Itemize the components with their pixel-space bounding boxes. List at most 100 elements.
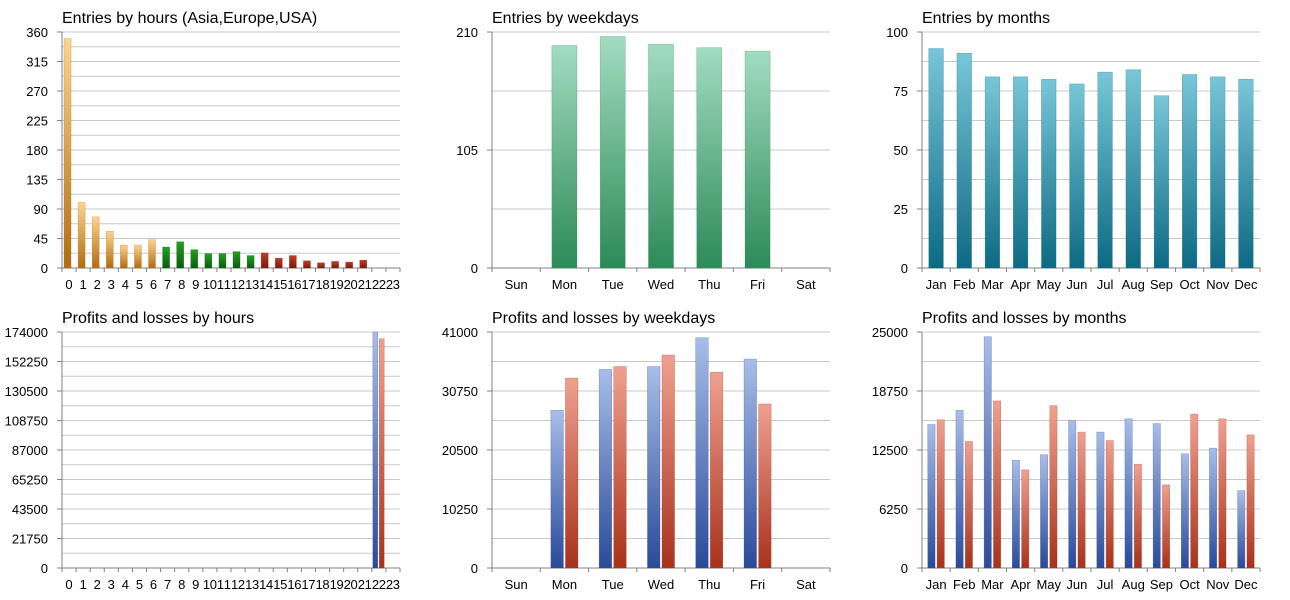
x-tick-label: Jul bbox=[1097, 577, 1114, 592]
bar-profits-Nov bbox=[1209, 447, 1217, 569]
bar-2 bbox=[91, 216, 100, 269]
x-tick-label: 22 bbox=[372, 277, 386, 292]
bar-5 bbox=[134, 244, 142, 269]
y-tick-label: 174000 bbox=[5, 325, 48, 340]
x-tick-label: 6 bbox=[150, 577, 157, 592]
x-tick-label: Sep bbox=[1150, 577, 1173, 592]
bar-19 bbox=[331, 261, 339, 269]
x-tick-label: Aug bbox=[1122, 577, 1145, 592]
x-tick-label: Sat bbox=[796, 277, 816, 292]
x-tick-label: 23 bbox=[386, 277, 400, 292]
x-tick-label: Dec bbox=[1234, 277, 1258, 292]
chart-title: Profits and losses by months bbox=[922, 310, 1127, 327]
x-tick-label: Oct bbox=[1179, 277, 1200, 292]
bar-profits-Oct bbox=[1181, 453, 1189, 569]
x-tick-label: 5 bbox=[136, 277, 143, 292]
y-tick-label: 18750 bbox=[872, 384, 908, 399]
y-tick-label: 25000 bbox=[872, 325, 908, 340]
x-tick-label: Jan bbox=[926, 577, 947, 592]
bar-profits-22 bbox=[372, 331, 379, 569]
chart-entries-by-hours: Entries by hours (Asia,Europe,USA) 0 45 90… bbox=[0, 0, 430, 300]
x-tick-label: Mar bbox=[981, 577, 1004, 592]
x-tick-label: 1 bbox=[80, 577, 87, 592]
bar-Sep bbox=[1153, 95, 1169, 269]
bar-0 bbox=[63, 38, 72, 269]
x-tick-label: Fri bbox=[750, 277, 765, 292]
x-tick-label: Thu bbox=[698, 277, 720, 292]
x-tick-label: Mon bbox=[552, 277, 577, 292]
x-tick-label: 8 bbox=[178, 277, 185, 292]
x-tick-label: Apr bbox=[1010, 577, 1031, 592]
x-tick-label: May bbox=[1036, 577, 1061, 592]
x-tick-label: 17 bbox=[301, 577, 315, 592]
x-tick-label: Wed bbox=[648, 277, 675, 292]
x-tick-label: Apr bbox=[1010, 277, 1031, 292]
y-tick-label: 0 bbox=[471, 261, 478, 276]
bar-May bbox=[1041, 78, 1057, 269]
y-tick-label: 130500 bbox=[5, 384, 48, 399]
x-tick-label: Oct bbox=[1179, 577, 1200, 592]
chart-title: Profits and losses by weekdays bbox=[492, 310, 715, 327]
y-tick-label: 100 bbox=[886, 25, 908, 40]
bar-losses-Aug bbox=[1134, 463, 1142, 569]
bar-profits-Sep bbox=[1152, 423, 1161, 569]
x-tick-label: 9 bbox=[192, 277, 199, 292]
bar-profits-Apr bbox=[1012, 460, 1020, 569]
bar-Jul bbox=[1097, 71, 1113, 269]
bar-losses-22 bbox=[379, 338, 385, 569]
bar-15 bbox=[275, 257, 283, 269]
y-tick-label: 210 bbox=[456, 25, 478, 40]
x-tick-label: 23 bbox=[386, 577, 400, 592]
x-tick-label: 19 bbox=[330, 577, 344, 592]
bar-Fri bbox=[744, 50, 771, 269]
x-tick-label: Fri bbox=[750, 577, 765, 592]
x-tick-label: Nov bbox=[1206, 277, 1230, 292]
x-tick-label: Thu bbox=[698, 577, 720, 592]
y-tick-label: 315 bbox=[26, 55, 48, 70]
bar-9 bbox=[190, 249, 199, 269]
bar-losses-Wed bbox=[661, 354, 675, 569]
x-tick-label: 7 bbox=[164, 277, 171, 292]
y-tick-label: 25 bbox=[894, 202, 908, 217]
x-tick-label: Tue bbox=[602, 577, 624, 592]
y-tick-label: 10250 bbox=[442, 502, 478, 517]
x-tick-label: 21 bbox=[358, 577, 372, 592]
y-tick-label: 45 bbox=[34, 232, 48, 247]
bar-losses-Mar bbox=[993, 400, 1001, 569]
bar-11 bbox=[218, 253, 227, 269]
chart-entries-by-weekdays: Entries by weekdays 0 105 210 Sun Mon Tue Wed T… bbox=[430, 0, 860, 300]
x-tick-label: 21 bbox=[358, 277, 372, 292]
bar-17 bbox=[303, 260, 311, 269]
chart-title: Entries by months bbox=[922, 10, 1050, 27]
x-tick-label: 16 bbox=[287, 577, 301, 592]
bar-profits-Feb bbox=[955, 410, 964, 569]
x-tick-label: Jul bbox=[1097, 277, 1114, 292]
bar-profits-Thu bbox=[695, 337, 709, 569]
y-tick-label: 360 bbox=[26, 25, 48, 40]
chart-title: Entries by hours (Asia,Europe,USA) bbox=[62, 10, 317, 27]
y-tick-label: 87000 bbox=[12, 443, 48, 458]
bar-profits-Jul bbox=[1096, 431, 1105, 569]
x-tick-label: 9 bbox=[192, 577, 199, 592]
x-tick-label: 8 bbox=[178, 577, 185, 592]
bar-10 bbox=[204, 253, 213, 269]
bar-12 bbox=[232, 251, 241, 269]
chart-svg-3: Profits and losses by hours 021750435006… bbox=[5, 310, 401, 592]
x-tick-label: 4 bbox=[122, 577, 129, 592]
x-tick-label: 12 bbox=[231, 577, 245, 592]
x-tick-label: 17 bbox=[301, 277, 315, 292]
x-tick-label: 3 bbox=[108, 277, 115, 292]
x-tick-label: Dec bbox=[1234, 577, 1258, 592]
chart-svg-0: Entries by hours (Asia,Europe,USA) 04590… bbox=[26, 10, 401, 292]
bar-profits-Mon bbox=[550, 410, 564, 569]
bar-3 bbox=[106, 231, 114, 269]
y-tick-label: 180 bbox=[26, 143, 48, 158]
x-tick-label: May bbox=[1036, 277, 1061, 292]
chart-svg-5: Profits and losses by months 0 6250 12500 1… bbox=[872, 310, 1261, 592]
x-tick-label: 18 bbox=[315, 277, 329, 292]
bar-Apr bbox=[1013, 76, 1029, 269]
bar-8 bbox=[176, 241, 184, 269]
x-tick-label: 0 bbox=[65, 277, 72, 292]
y-tick-label: 135 bbox=[26, 173, 48, 188]
bar-20 bbox=[345, 261, 353, 269]
